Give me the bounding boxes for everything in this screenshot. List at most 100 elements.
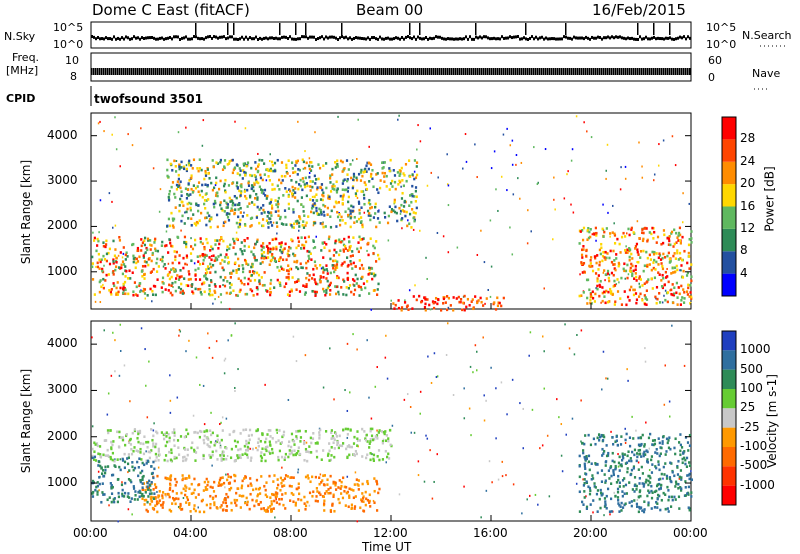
freq-sample xyxy=(587,68,589,75)
scatter-cell xyxy=(106,448,109,452)
scatter-cell xyxy=(340,263,343,267)
scatter-cell xyxy=(474,143,476,146)
freq-sample xyxy=(247,68,249,75)
scatter-cell xyxy=(277,209,280,213)
scatter-cell xyxy=(660,262,663,265)
scatter-cell xyxy=(426,437,429,440)
scatter-cell xyxy=(658,254,662,257)
scatter-cell xyxy=(108,247,112,251)
scatter-cell xyxy=(358,294,361,297)
scatter-cell xyxy=(462,167,464,170)
scatter-cell xyxy=(233,240,236,243)
scatter-cell xyxy=(330,437,333,440)
scatter-cell xyxy=(431,497,434,500)
scatter-cell xyxy=(269,435,272,438)
freq-sample xyxy=(259,68,261,75)
scatter-cell xyxy=(269,247,272,251)
scatter-cell xyxy=(265,219,269,223)
freq-sample xyxy=(309,68,311,75)
scatter-cell xyxy=(295,435,298,438)
scatter-cell xyxy=(624,165,627,168)
scatter-cell xyxy=(586,238,589,242)
scatter-cell xyxy=(150,259,153,263)
scatter-cell xyxy=(209,249,212,252)
scatter-cell xyxy=(604,503,607,507)
scatter-cell xyxy=(205,192,208,195)
scatter-cell xyxy=(186,453,189,457)
scatter-cell xyxy=(246,161,250,165)
scatter-cell xyxy=(194,509,197,513)
freq-sample xyxy=(325,68,327,75)
scatter-cell xyxy=(690,297,693,300)
scatter-cell xyxy=(329,510,333,513)
scatter-cell xyxy=(184,211,186,214)
scatter-cell xyxy=(653,173,656,176)
scatter-cell xyxy=(688,508,691,512)
scatter-cell xyxy=(305,221,308,225)
scatter-cell xyxy=(276,478,279,481)
freq-sample xyxy=(183,68,185,75)
nsky-series xyxy=(91,23,691,41)
scatter-cell xyxy=(292,171,295,174)
scatter-cell xyxy=(167,195,170,199)
scatter-cell xyxy=(631,488,634,491)
scatter-cell xyxy=(617,461,621,465)
scatter-cell xyxy=(214,285,217,288)
scatter-cell xyxy=(641,482,644,485)
scatter-cell xyxy=(300,203,303,206)
scatter-cell xyxy=(366,480,369,484)
scatter-cell xyxy=(690,491,693,494)
scatter-cell xyxy=(642,231,645,235)
freq-sample xyxy=(127,68,129,75)
scatter-cell xyxy=(346,178,349,181)
scatter-cell xyxy=(279,256,282,259)
scatter-cell xyxy=(337,201,340,204)
scatter-cell xyxy=(96,484,99,488)
scatter-cell xyxy=(281,493,284,496)
scatter-cell xyxy=(109,457,112,461)
scatter-cell xyxy=(396,171,399,174)
freq-tick-low: 8 xyxy=(70,70,77,83)
scatter-cell xyxy=(419,390,422,393)
scatter-cell xyxy=(537,503,539,506)
scatter-cell xyxy=(114,248,117,251)
scatter-cell xyxy=(178,209,181,213)
scatter-cell xyxy=(249,492,252,496)
scatter-cell xyxy=(483,261,486,264)
scatter-cell xyxy=(178,328,181,331)
scatter-cell xyxy=(186,432,190,436)
scatter-cell xyxy=(681,221,684,224)
freq-sample xyxy=(295,68,297,75)
scatter-cell xyxy=(322,268,324,271)
scatter-cell xyxy=(364,438,368,442)
scatter-cell xyxy=(164,288,167,291)
scatter-cell xyxy=(595,261,598,265)
scatter-cell xyxy=(589,503,592,506)
scatter-cell xyxy=(168,283,171,287)
nsky-sample xyxy=(597,35,599,39)
scatter-cell xyxy=(226,163,229,166)
scatter-cell xyxy=(203,245,206,249)
scatter-cell xyxy=(369,427,372,431)
scatter-cell xyxy=(149,484,152,487)
scatter-cell xyxy=(197,287,200,291)
scatter-cell xyxy=(368,180,371,183)
scatter-cell xyxy=(314,282,318,286)
scatter-cell xyxy=(184,458,187,462)
scatter-cell xyxy=(352,261,355,265)
scatter-cell xyxy=(636,248,639,252)
scatter-cell xyxy=(215,176,218,180)
scatter-cell xyxy=(346,445,349,448)
scatter-cell xyxy=(305,276,308,280)
scatter-cell xyxy=(338,293,340,296)
scatter-cell xyxy=(184,435,188,438)
scatter-cell xyxy=(309,436,312,440)
nsky-sample xyxy=(493,36,495,40)
scatter-cell xyxy=(346,277,349,280)
scatter-cell xyxy=(640,465,643,469)
scatter-cell xyxy=(144,348,146,351)
scatter-cell xyxy=(627,450,630,454)
scatter-cell xyxy=(124,258,127,261)
scatter-cell xyxy=(407,308,410,311)
scatter-cell xyxy=(246,448,250,452)
